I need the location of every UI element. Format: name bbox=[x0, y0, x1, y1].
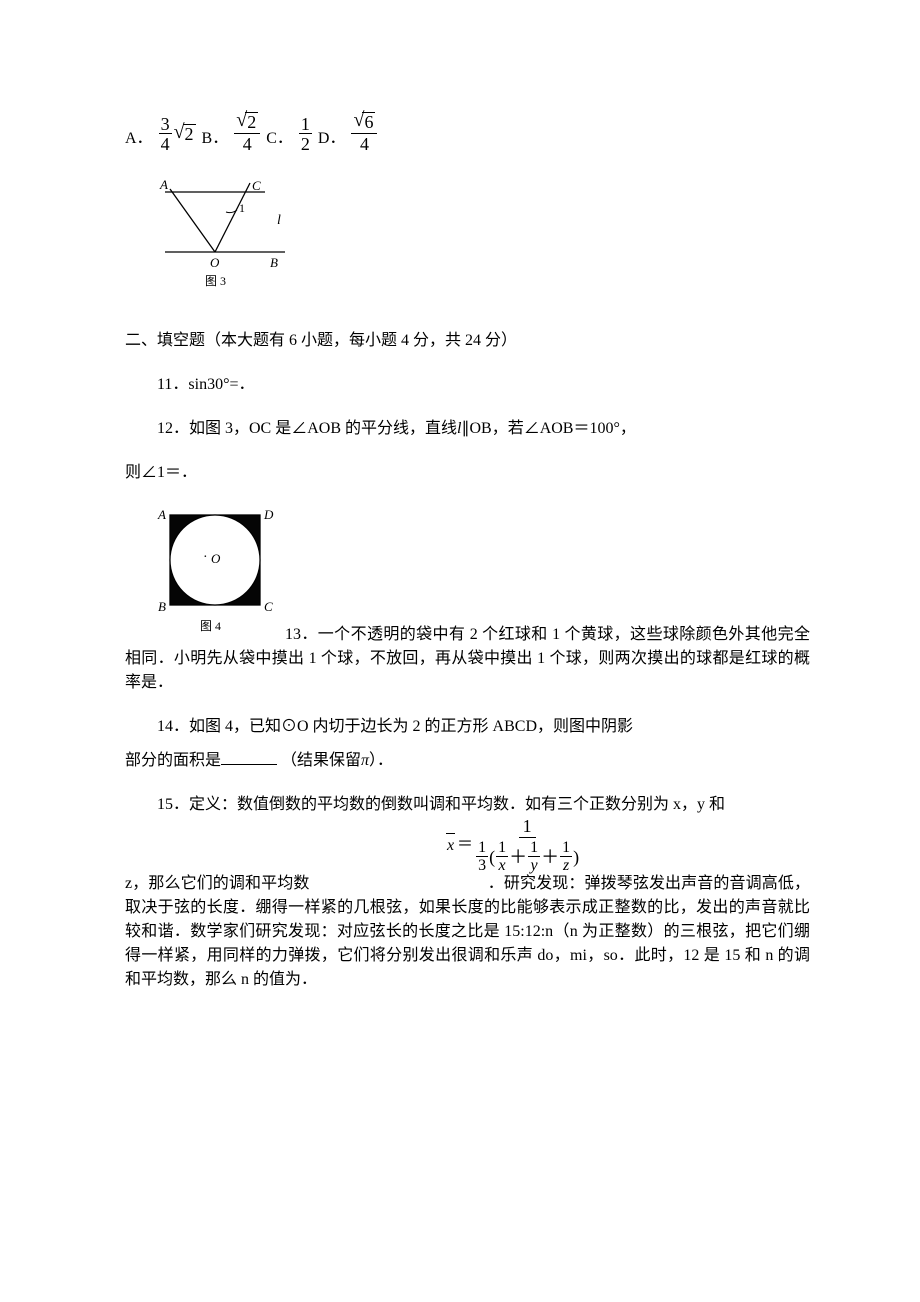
question-13: 13．一个不透明的袋中有 2 个红球和 1 个黄球，这些球除颜色外其他完全相同．… bbox=[125, 623, 810, 695]
fig4-dot: · bbox=[203, 550, 208, 565]
question-15-equation: x ＝ 1 1 3 ( 1 x ＋ bbox=[215, 817, 810, 874]
option-b-label: B． bbox=[202, 127, 229, 153]
option-a-label: A． bbox=[125, 127, 153, 153]
option-d-expr: √6 4 bbox=[351, 110, 377, 153]
fig3-label-1: 1 bbox=[239, 201, 245, 215]
fig3-label-c: C bbox=[252, 178, 261, 193]
fig4-label-d: D bbox=[263, 507, 274, 522]
fig4-label-b: B bbox=[158, 599, 166, 614]
page: A． 3 4 √ 2 B． √2 4 C． 1 2 D． bbox=[0, 0, 920, 1052]
fig3-label-b: B bbox=[270, 255, 278, 270]
question-11: 11．sin30°=． bbox=[125, 373, 810, 397]
blank-underline bbox=[221, 752, 277, 765]
figure-3-svg: A C 1 l O B 图 3 bbox=[155, 177, 315, 297]
figure-3: A C 1 l O B 图 3 bbox=[155, 177, 810, 305]
option-d-label: D． bbox=[318, 127, 346, 153]
option-b-expr: √2 4 bbox=[234, 110, 260, 153]
option-c-expr: 1 2 bbox=[299, 115, 312, 153]
question-14-line1: 14．如图 4，已知⊙O 内切于边长为 2 的正方形 ABCD，则图中阴影 bbox=[125, 715, 810, 739]
fig3-caption: 图 3 bbox=[205, 274, 226, 288]
question-15: 15．定义：数值倒数的平均数的倒数叫调和平均数．如有三个正数分别为 x，y 和 … bbox=[125, 793, 810, 992]
question-14-line2: 部分的面积是 （结果保留π）． bbox=[125, 749, 810, 773]
option-a-expr: 3 4 √ 2 bbox=[159, 115, 196, 153]
question-15-line1: 15．定义：数值倒数的平均数的倒数叫调和平均数．如有三个正数分别为 x，y 和 bbox=[125, 793, 810, 817]
answer-options: A． 3 4 √ 2 B． √2 4 C． 1 2 D． bbox=[125, 110, 810, 153]
section-2-title: 二、填空题（本大题有 6 小题，每小题 4 分，共 24 分） bbox=[125, 329, 810, 353]
fig3-label-o: O bbox=[210, 255, 220, 270]
question-12-line2: 则∠1＝． bbox=[125, 461, 810, 485]
fig4-label-a: A bbox=[157, 507, 166, 522]
fig4-label-o: O bbox=[211, 551, 221, 566]
fig4-label-c: C bbox=[264, 599, 273, 614]
question-12-line1: 12．如图 3，OC 是∠AOB 的平分线，直线l∥OB，若∠AOB＝100°， bbox=[125, 417, 810, 441]
question-15-body: z，那么它们的调和平均数 ．研究发现：弹拨琴弦发出声音的音调高低，取决于弦的长度… bbox=[125, 872, 810, 992]
fig3-label-l: l bbox=[277, 213, 281, 228]
option-c-label: C． bbox=[266, 127, 293, 153]
fig3-label-a: A bbox=[159, 177, 168, 192]
